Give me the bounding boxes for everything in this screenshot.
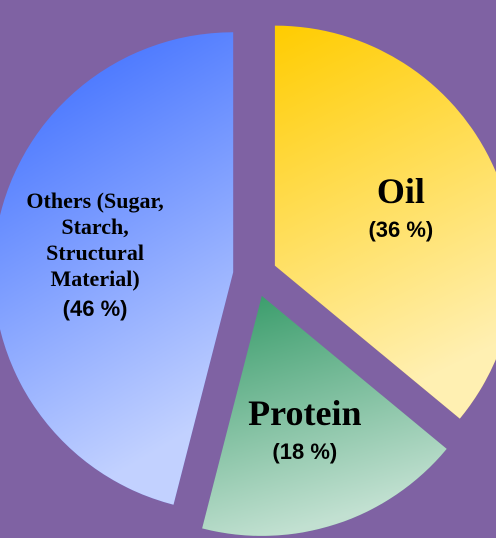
slice-label: Protein (18 %): [248, 392, 361, 464]
slice-name: Oil: [376, 171, 425, 212]
slice-label: Others (Sugar, Starch, Structural Materi…: [20, 188, 170, 322]
slice-label: Oil (36 %): [368, 170, 433, 242]
slice-value-label: (46 %): [62, 295, 128, 321]
slice-value-label: (18 %): [272, 438, 338, 464]
slice-name: Protein: [248, 393, 362, 434]
slice-value-label: (36 %): [368, 216, 434, 242]
slice-name: Others (Sugar, Starch, Structural Materi…: [26, 187, 164, 291]
